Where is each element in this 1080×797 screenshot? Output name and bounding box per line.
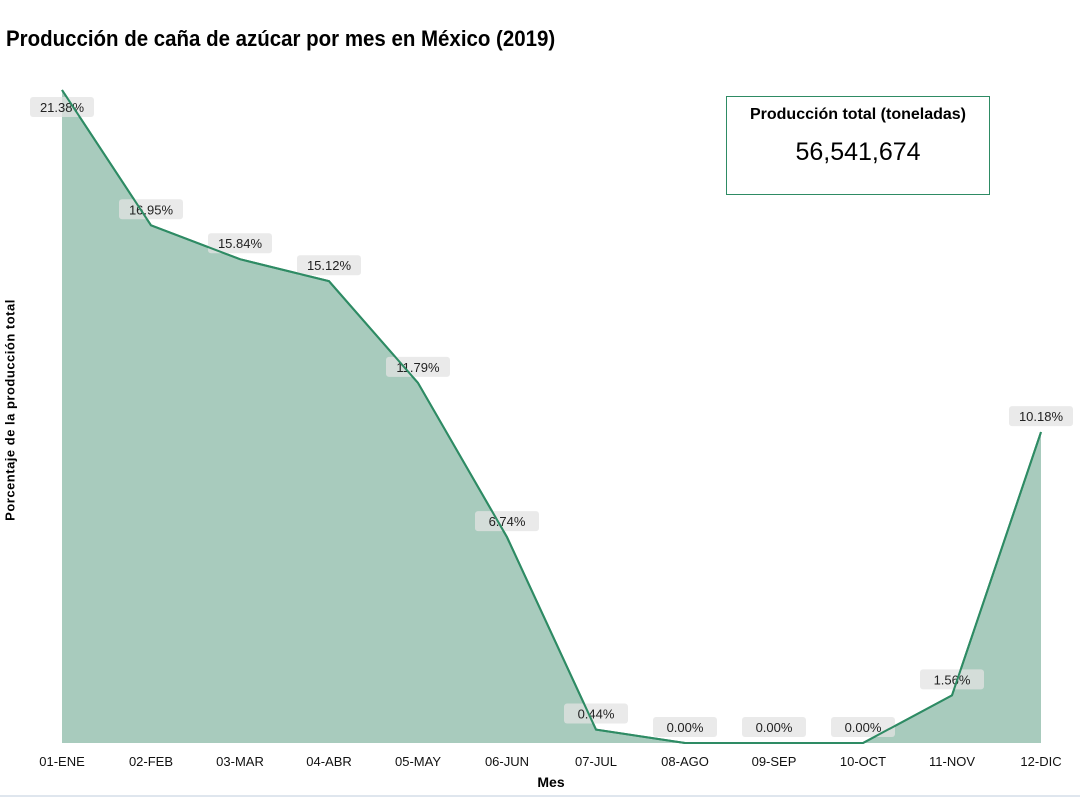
x-tick-label: 03-MAR <box>216 754 264 769</box>
divider <box>0 795 1080 797</box>
x-axis-label: Mes <box>537 774 565 790</box>
data-label: 15.12% <box>307 258 352 273</box>
total-production-title: Producción total (toneladas) <box>749 106 966 123</box>
data-label-bg <box>742 717 806 737</box>
data-label: 21.38% <box>40 100 85 115</box>
total-production-value: 56,541,674 <box>795 138 921 166</box>
x-tick-label: 11-NOV <box>929 754 975 769</box>
total-production-box: Producción total (toneladas) 56,541,674 <box>726 96 990 195</box>
data-label-bg <box>564 703 628 724</box>
x-tick-label: 04-ABR <box>306 754 352 769</box>
data-label: 15.84% <box>218 236 263 251</box>
data-label: 16.95% <box>129 202 174 217</box>
data-label-bg <box>30 97 94 117</box>
data-label-bg <box>386 356 450 377</box>
data-label: 0.44% <box>578 707 615 722</box>
data-label: 1.56% <box>934 672 971 687</box>
x-tick-label: 08-AGO <box>661 754 709 769</box>
chart-title: Producción de caña de azúcar por mes en … <box>6 26 556 51</box>
data-label: 11.79% <box>396 360 440 375</box>
x-tick-label: 09-SEP <box>752 754 797 769</box>
data-label-bg <box>653 717 717 737</box>
data-label-bg <box>208 233 272 254</box>
data-label: 0.00% <box>756 720 793 735</box>
data-label-bg <box>920 669 984 690</box>
data-label-bg <box>1009 406 1073 427</box>
area-fill <box>62 90 1041 743</box>
series-line-overlay <box>61 89 1042 744</box>
data-label-bg <box>475 511 539 532</box>
x-tick-label: 01-ENE <box>39 754 85 769</box>
x-tick-label: 07-JUL <box>575 754 617 769</box>
x-tick-label: 05-MAY <box>395 754 441 769</box>
x-tick-label: 06-JUN <box>485 754 529 769</box>
data-label: 6.74% <box>489 514 526 529</box>
data-label-bg <box>119 199 183 220</box>
data-label-bg <box>831 717 895 737</box>
data-label: 0.00% <box>667 720 704 735</box>
data-label: 10.18% <box>1019 409 1064 424</box>
x-tick-label: 10-OCT <box>840 754 886 769</box>
x-tick-label: 02-FEB <box>129 754 173 769</box>
data-label: 0.00% <box>845 720 882 735</box>
data-label-bg <box>297 255 361 276</box>
x-tick-label: 12-DIC <box>1020 754 1061 769</box>
